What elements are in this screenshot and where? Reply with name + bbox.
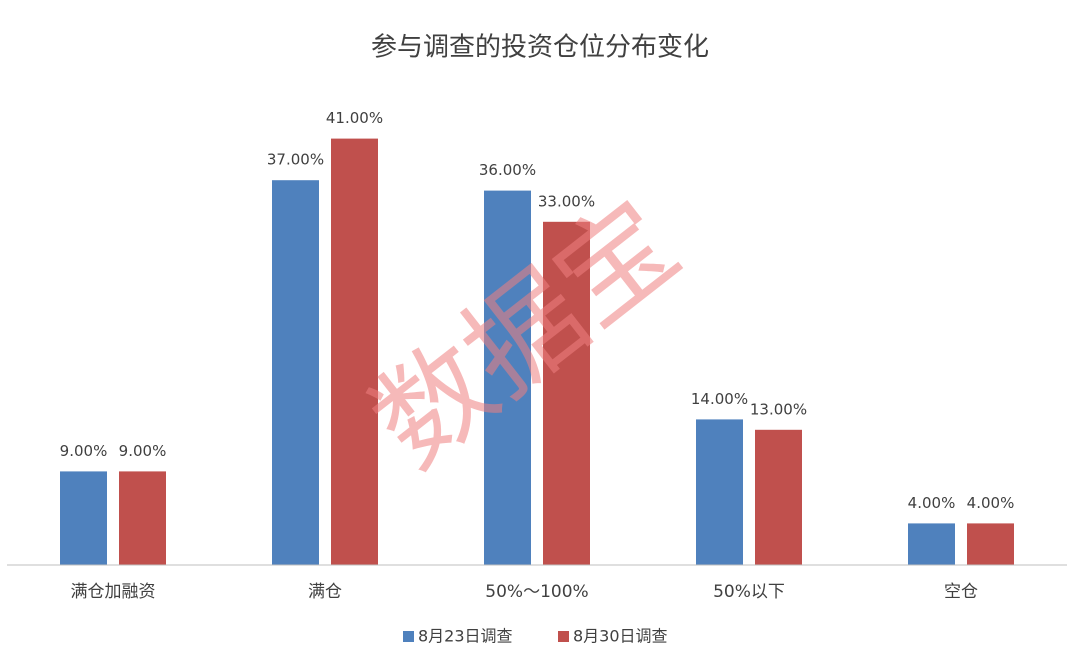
x-tick-label: 满仓 xyxy=(308,582,342,602)
bar xyxy=(331,138,378,565)
bar xyxy=(119,471,166,565)
x-tick-label: 空仓 xyxy=(944,582,978,602)
value-label: 33.00% xyxy=(538,192,595,210)
bar xyxy=(60,471,107,565)
bar xyxy=(755,429,802,565)
chart-title: 参与调查的投资仓位分布变化 xyxy=(371,33,709,63)
bar xyxy=(484,190,531,565)
legend-swatch xyxy=(403,631,414,642)
bar xyxy=(696,419,743,565)
legend-swatch xyxy=(558,631,569,642)
value-label: 9.00% xyxy=(60,442,108,460)
value-label: 4.00% xyxy=(967,494,1015,512)
legend-label: 8月30日调查 xyxy=(573,627,668,646)
bar xyxy=(272,180,319,565)
value-label: 36.00% xyxy=(479,161,536,179)
value-label: 41.00% xyxy=(326,109,383,127)
value-label: 13.00% xyxy=(750,400,807,418)
value-label: 14.00% xyxy=(691,390,748,408)
value-label: 4.00% xyxy=(908,494,956,512)
legend-label: 8月23日调查 xyxy=(418,627,513,646)
bar xyxy=(908,523,955,565)
value-label: 9.00% xyxy=(119,442,167,460)
bar xyxy=(543,221,590,566)
bar xyxy=(967,523,1014,565)
x-tick-label: 50%以下 xyxy=(713,582,785,602)
value-label: 37.00% xyxy=(267,151,324,169)
x-tick-label: 50%～100% xyxy=(485,582,588,602)
x-tick-label: 满仓加融资 xyxy=(71,582,156,602)
